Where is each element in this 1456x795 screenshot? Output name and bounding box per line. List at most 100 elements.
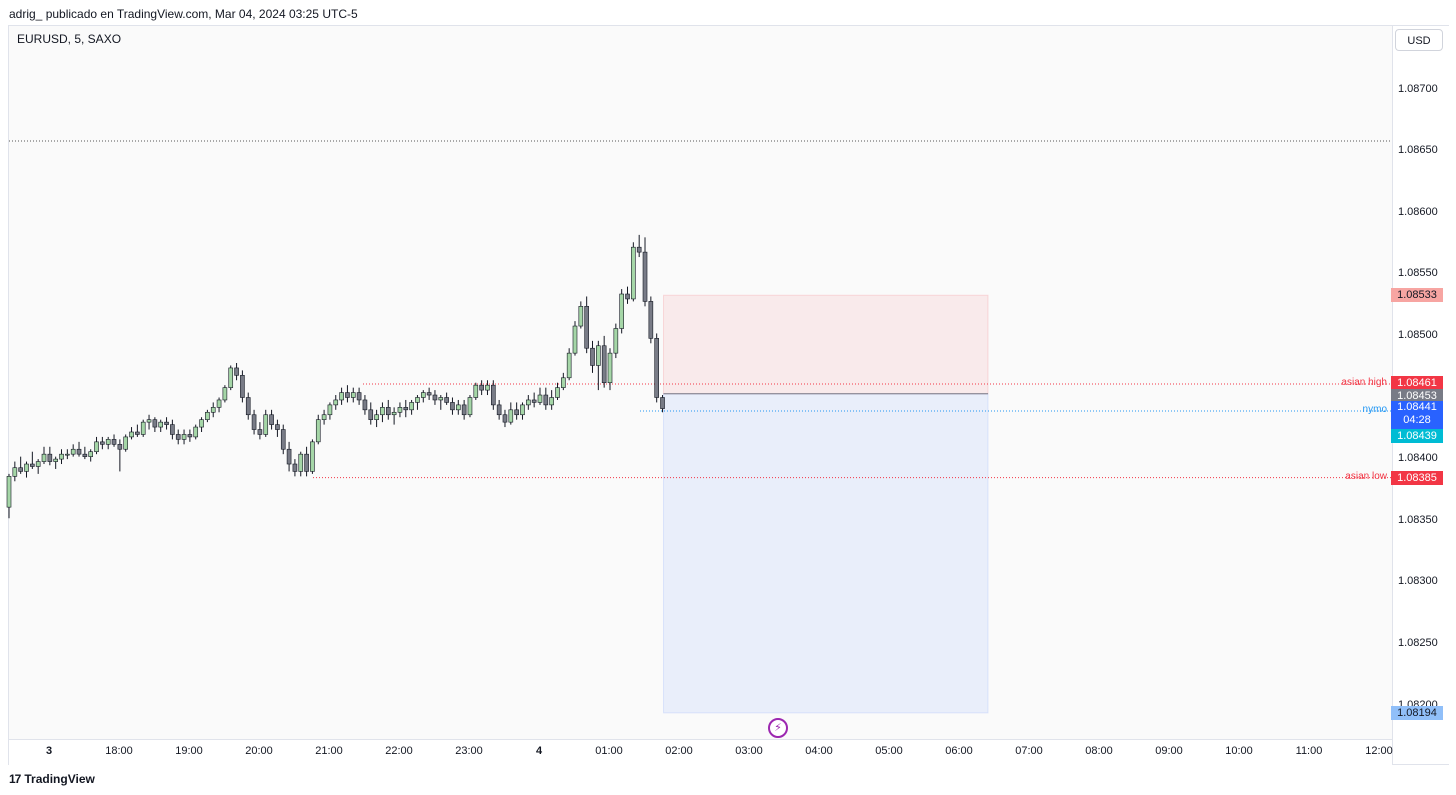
candle-down [426,392,432,396]
candle-up [88,451,93,457]
current-price-badge: 1.08441 04:28 [1391,400,1443,429]
candle-up [105,439,111,445]
time-tick: 20:00 [245,745,273,757]
candle-up [140,421,146,435]
asian-high-label: asian high [1341,376,1387,388]
currency-button[interactable]: USD [1395,29,1443,51]
candle-down [362,399,368,411]
candle-down [590,347,595,366]
time-tick: 05:00 [875,745,903,757]
time-axis[interactable] [9,739,1392,765]
candle-down [502,414,508,423]
position-bottom-zone[interactable] [663,393,989,714]
time-tick: 10:00 [1225,745,1253,757]
logo-text: TradingView [24,772,95,786]
candle-up [438,397,444,401]
candle-up [566,352,572,379]
candle-down [47,453,53,462]
candle-up [24,463,29,472]
tv-logo-icon: 17 [9,772,21,786]
candle-down [642,251,648,302]
candle-down [240,375,245,398]
time-tick: 18:00 [105,745,133,757]
candle-up [631,246,636,300]
candle-up [94,441,99,453]
candle-up [467,397,473,416]
position-top-zone[interactable] [663,294,989,395]
lightning-icon[interactable]: ⚡ [768,718,788,738]
candle-up [420,392,426,398]
candle-down [660,397,665,409]
candle-down [403,407,409,411]
candle-down [30,463,35,467]
nymo-label: nymo [1362,404,1387,416]
current-price-value: 1.08441 [1397,400,1437,413]
candle-up [549,397,554,406]
candle-up [555,387,560,398]
candle-up [578,306,584,327]
candle-down [461,404,467,416]
time-tick: 23:00 [455,745,483,757]
price-tick: 1.08400 [1398,452,1438,465]
candle-up [391,411,397,416]
asian-low-label: asian low [1345,470,1387,482]
publish-header: adrig_ publicado en TradingView.com, Mar… [0,0,1456,26]
candle-up [374,414,379,420]
time-tick: 07:00 [1015,745,1043,757]
candle-up [473,384,479,398]
candle-down [625,293,630,300]
candle-down [286,448,292,465]
candle-up [415,397,420,403]
candle-up [526,399,531,406]
time-tick: 08:00 [1085,745,1113,757]
candle-down [280,429,286,450]
candle-up [380,407,385,416]
candle-up [129,431,134,438]
candle-up [210,407,216,413]
price-tick: 1.08650 [1398,144,1438,157]
candle-down [356,392,362,401]
candle-up [321,414,327,420]
symbol-legend[interactable]: EURUSD, 5, SAXO [17,32,122,46]
price-tick: 1.08600 [1398,205,1438,218]
asian-low-price-badge: 1.08385 [1391,470,1443,485]
candle-up [205,411,210,420]
publish-text: adrig_ publicado en TradingView.com, Mar… [9,7,358,21]
candle-up [41,453,47,462]
candle-down [82,453,88,457]
price-tick: 1.08250 [1398,636,1438,649]
time-tick: 22:00 [385,745,413,757]
candle-down [76,448,82,455]
candle-up [520,404,525,416]
candle-down [636,246,642,253]
candle-down [479,384,484,391]
candle-down [269,414,274,425]
candle-down [345,392,350,398]
candle-down [18,467,23,472]
tradingview-logo[interactable]: 17 TradingView [9,772,95,786]
candle-down [251,414,257,430]
candle-down [111,439,117,445]
candle-up [6,476,12,508]
candle-down [304,453,309,472]
candle-up [263,414,269,435]
time-tick: 21:00 [315,745,343,757]
candle-down [648,301,654,339]
target-price-badge: 1.08533 [1391,288,1443,303]
candle-up [613,328,619,354]
candle-up [596,345,601,366]
candle-up [350,392,356,398]
time-tick: 3 [45,745,53,757]
candle-down [135,431,140,435]
candle-up [339,392,344,401]
entry-price-badge: 1.08453 [1391,389,1443,404]
price-tick: 1.08350 [1398,513,1438,526]
candle-up [607,352,613,384]
nymo-price-badge: 1.08439 [1391,428,1443,443]
candle-down [275,424,280,430]
candle-down [543,394,549,406]
candle-up [59,453,64,460]
candle-down [531,399,537,403]
price-tick: 1.08300 [1398,575,1438,588]
